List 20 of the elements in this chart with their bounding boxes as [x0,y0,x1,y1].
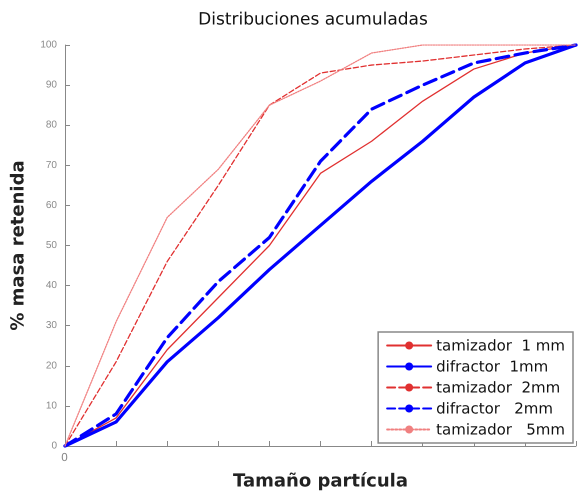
y-tick-label: 20 [46,360,58,372]
y-axis-title: % masa retenida [8,160,28,331]
y-tick-label: 80 [46,120,58,131]
y-tick-label: 90 [46,80,58,91]
y-tick-label: 70 [46,160,58,171]
chart-title: Distribuciones acumuladas [198,10,428,30]
legend-label: difractor 1mm [436,358,548,376]
y-tick-label: 100 [40,40,58,50]
legend-label: tamizador 2mm [436,378,560,396]
legend-label: difractor 2mm [436,400,554,418]
text: 0 [61,451,68,464]
y-tick-label: 60 [46,200,58,211]
legend-label: tamizador 5mm [436,420,566,438]
y-tick-label: 50 [46,240,58,251]
y-tick-label: 40 [46,280,58,292]
y-tick-label: 10 [46,400,58,412]
legend-label: tamizador 1 mm [436,336,566,354]
x-axis-title: Tamaño partícula [233,470,408,492]
y-tick-label: 0 [51,440,58,452]
y-tick-label: 30 [46,320,58,332]
